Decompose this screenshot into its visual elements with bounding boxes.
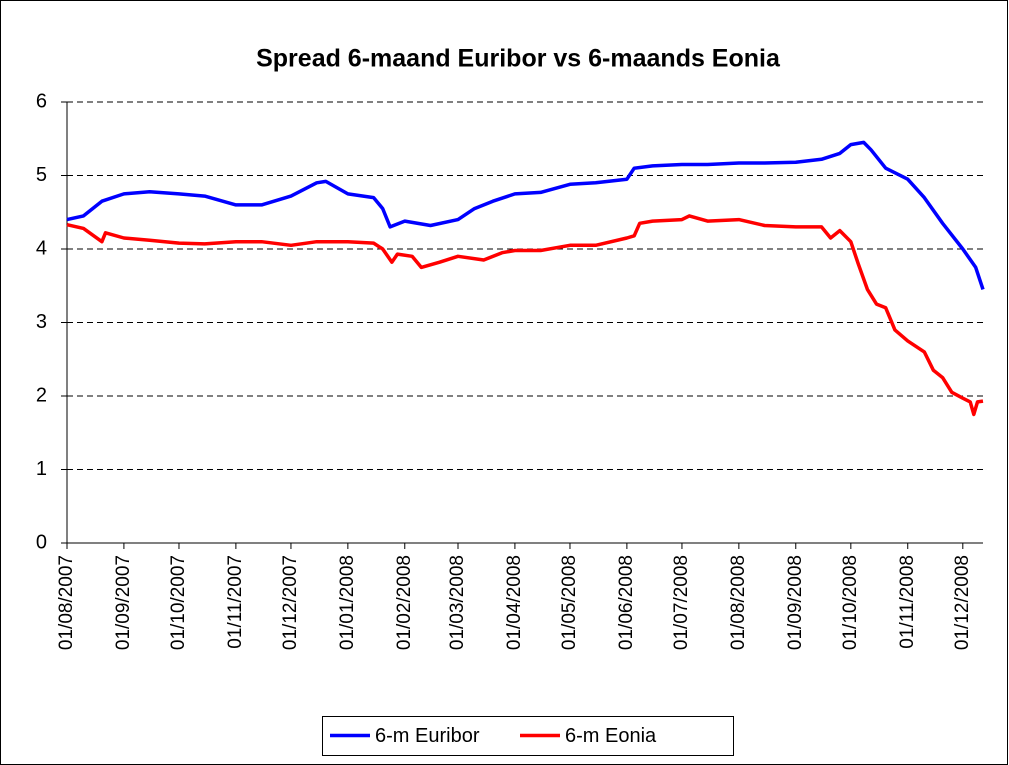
y-tick-label: 3 xyxy=(36,311,47,333)
y-tick-label: 0 xyxy=(36,531,47,553)
series-line xyxy=(66,140,985,290)
y-tick-label: 1 xyxy=(36,458,47,480)
x-tick-label: 01/08/2007 xyxy=(56,555,77,650)
x-tick-label: 01/06/2008 xyxy=(616,555,637,650)
x-tick-label: 01/12/2008 xyxy=(952,555,973,650)
y-tick-label: 5 xyxy=(36,164,47,186)
chart-title: Spread 6-maand Euribor vs 6-maands Eonia xyxy=(256,45,781,73)
legend-label: 6-m Eonia xyxy=(565,725,657,747)
x-tick-label: 01/10/2008 xyxy=(840,555,861,650)
x-tick-label: 01/03/2008 xyxy=(447,555,468,650)
x-tick-label: 01/01/2008 xyxy=(337,555,358,650)
x-tick-label: 01/02/2008 xyxy=(394,555,415,650)
x-tick-label: 01/08/2008 xyxy=(728,555,749,650)
y-tick-label: 2 xyxy=(36,384,47,406)
x-tick-label: 01/11/2008 xyxy=(897,555,918,649)
x-tick-label: 01/10/2007 xyxy=(168,555,189,650)
x-tick-label: 01/09/2007 xyxy=(113,555,134,650)
x-tick-label: 01/09/2008 xyxy=(785,555,806,650)
y-tick-label: 6 xyxy=(36,90,47,112)
x-tick-label: 01/11/2007 xyxy=(225,555,246,649)
x-tick-label: 01/05/2008 xyxy=(559,555,580,650)
x-tick-label: 01/04/2008 xyxy=(504,555,525,650)
x-tick-label: 01/07/2008 xyxy=(671,555,692,650)
y-tick-label: 4 xyxy=(36,237,47,259)
series-line xyxy=(66,214,984,417)
x-tick-label: 01/12/2007 xyxy=(280,555,301,650)
legend-label: 6-m Euribor xyxy=(375,725,480,747)
